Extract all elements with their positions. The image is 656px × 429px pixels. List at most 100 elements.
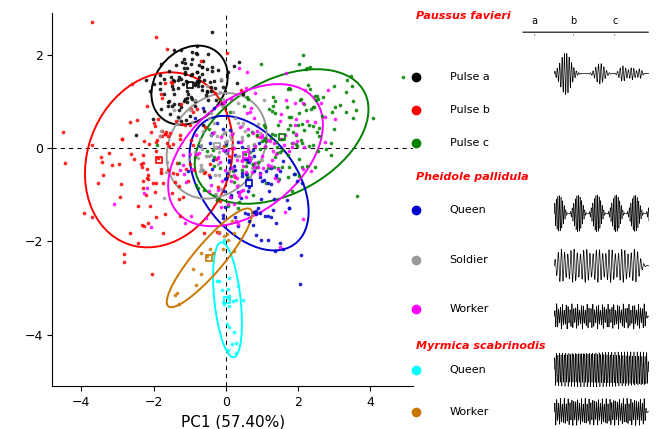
Point	[244, 184, 255, 190]
Point	[213, 172, 224, 179]
Point	[185, 113, 195, 120]
Point	[256, 60, 266, 67]
Point	[255, 129, 265, 136]
Point	[253, 205, 263, 211]
Point	[291, 115, 301, 122]
Point	[159, 90, 170, 97]
Text: Paussus favieri: Paussus favieri	[416, 11, 510, 21]
Point	[267, 131, 277, 138]
Point	[167, 103, 177, 109]
Point	[177, 59, 188, 66]
Point	[299, 126, 310, 133]
Point	[207, 130, 218, 136]
Point	[229, 179, 239, 186]
Point	[277, 146, 287, 153]
Point	[239, 127, 250, 134]
Point	[263, 236, 274, 243]
Point	[267, 107, 277, 114]
Point	[143, 172, 154, 179]
Point	[241, 85, 251, 91]
Point	[190, 148, 200, 155]
Point	[125, 230, 135, 237]
Point	[178, 81, 188, 88]
Point	[233, 139, 243, 145]
Point	[180, 60, 190, 66]
Point	[220, 142, 231, 148]
Point	[150, 33, 161, 40]
Point	[237, 158, 247, 165]
Point	[222, 50, 233, 57]
Point	[190, 97, 201, 104]
Point	[175, 132, 186, 139]
Point	[262, 162, 273, 169]
Point	[238, 91, 249, 97]
Point	[243, 145, 253, 152]
Point	[236, 194, 246, 201]
Point	[167, 85, 178, 92]
Point	[291, 130, 301, 137]
Point	[205, 79, 216, 85]
Point	[226, 95, 237, 102]
Point	[226, 142, 237, 149]
Point	[174, 136, 185, 142]
Point	[203, 115, 214, 121]
Point	[268, 103, 278, 110]
Point	[186, 96, 197, 103]
Point	[202, 253, 213, 260]
Text: Worker: Worker	[450, 407, 489, 417]
X-axis label: PC1 (57.40%): PC1 (57.40%)	[181, 414, 285, 429]
Point	[208, 249, 218, 256]
Point	[249, 140, 259, 147]
Point	[260, 144, 270, 151]
Point	[197, 63, 207, 70]
Point	[248, 222, 258, 229]
Point	[197, 105, 208, 112]
Point	[150, 123, 160, 130]
Point	[230, 115, 240, 122]
Point	[202, 87, 213, 94]
Point	[398, 74, 408, 81]
Point	[170, 291, 180, 298]
Point	[205, 173, 215, 180]
Point	[165, 129, 175, 136]
Point	[249, 167, 259, 174]
Point	[169, 78, 179, 85]
Point	[155, 80, 165, 87]
Point	[116, 136, 127, 142]
Point	[222, 137, 232, 144]
Point	[246, 104, 256, 111]
Point	[326, 140, 337, 147]
Point	[131, 116, 142, 123]
Point	[190, 132, 201, 139]
Point	[142, 220, 153, 227]
Point	[214, 149, 224, 156]
Point	[127, 80, 137, 87]
Point	[141, 192, 152, 199]
Point	[223, 347, 234, 353]
Point	[308, 123, 318, 130]
Point	[227, 145, 237, 152]
Point	[204, 172, 215, 179]
Text: Myrmica scabrinodis: Myrmica scabrinodis	[416, 341, 545, 351]
Point	[233, 119, 243, 126]
Point	[196, 71, 207, 78]
Point	[179, 68, 190, 75]
Point	[243, 125, 254, 132]
Point	[283, 84, 294, 91]
Point	[346, 73, 356, 79]
Point	[259, 124, 270, 130]
Point	[222, 230, 233, 237]
Point	[181, 87, 192, 94]
Point	[268, 147, 278, 154]
Point	[253, 120, 263, 127]
Point	[298, 52, 308, 59]
Point	[143, 175, 154, 182]
Point	[256, 138, 267, 145]
Point	[193, 154, 203, 161]
Point	[213, 184, 224, 190]
Point	[243, 159, 254, 166]
Point	[274, 118, 285, 124]
Point	[206, 109, 216, 116]
Point	[193, 80, 203, 87]
Point	[268, 206, 278, 213]
